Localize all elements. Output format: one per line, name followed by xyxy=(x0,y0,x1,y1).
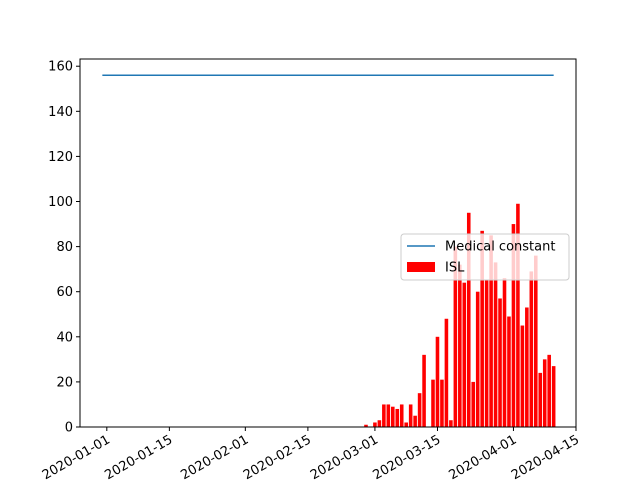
y-tick-label: 0 xyxy=(65,421,73,436)
y-tick-label: 140 xyxy=(48,105,73,120)
bar xyxy=(458,264,462,427)
y-tick-label: 120 xyxy=(48,150,73,165)
bar xyxy=(364,424,368,427)
bar xyxy=(382,404,386,427)
y-tick-label: 40 xyxy=(56,330,73,345)
y-tick-label: 160 xyxy=(48,60,73,75)
x-tick-label: 2020-04-01 xyxy=(447,432,520,480)
bar xyxy=(498,298,502,427)
bar xyxy=(475,291,480,427)
x-tick-label: 2020-02-01 xyxy=(178,432,251,480)
bar xyxy=(502,278,507,427)
bar xyxy=(404,422,408,427)
legend-label: ISL xyxy=(445,261,465,276)
bar xyxy=(511,224,516,427)
bar xyxy=(444,318,449,427)
bar xyxy=(373,422,377,427)
legend-box xyxy=(400,233,570,281)
bar xyxy=(484,280,489,427)
bar xyxy=(386,404,391,427)
bar xyxy=(440,379,444,427)
bar xyxy=(542,359,547,427)
bar xyxy=(395,408,400,427)
bar xyxy=(507,316,511,427)
x-tick-label: 2020-03-15 xyxy=(371,432,444,480)
bar xyxy=(462,282,467,427)
x-tick-label: 2020-04-15 xyxy=(509,432,582,480)
bar xyxy=(408,404,413,427)
legend: Medical constant ISL xyxy=(400,233,570,281)
bar xyxy=(516,203,520,427)
bar xyxy=(422,354,426,427)
bar xyxy=(417,393,422,427)
bar xyxy=(453,246,458,427)
bar xyxy=(489,235,493,427)
bar xyxy=(493,262,498,427)
bar xyxy=(525,307,529,427)
x-tick-label: 2020-03-01 xyxy=(308,432,381,480)
bar xyxy=(520,325,525,427)
plot-frame xyxy=(79,58,577,428)
bar xyxy=(480,230,484,427)
y-tick-label: 20 xyxy=(56,375,73,390)
legend-label: Medical constant xyxy=(445,240,555,255)
bar xyxy=(391,406,395,427)
legend-swatch xyxy=(407,262,435,272)
bar xyxy=(538,372,543,427)
y-tick-label: 60 xyxy=(56,285,73,300)
y-tick-label: 80 xyxy=(56,240,73,255)
x-tick-label: 2020-01-15 xyxy=(102,432,175,480)
bar xyxy=(431,379,435,427)
bar xyxy=(533,255,538,427)
bar xyxy=(466,212,471,427)
bar xyxy=(449,420,453,427)
bar xyxy=(413,415,417,427)
y-tick-label: 100 xyxy=(48,195,73,210)
bar xyxy=(435,336,440,427)
bar xyxy=(547,354,551,427)
bar xyxy=(471,381,476,427)
x-tick-label: 2020-02-15 xyxy=(241,432,314,480)
bar xyxy=(377,420,382,427)
bar xyxy=(529,271,534,427)
bar xyxy=(399,404,404,427)
bar xyxy=(551,366,556,427)
x-tick-label: 2020-01-01 xyxy=(40,432,113,480)
